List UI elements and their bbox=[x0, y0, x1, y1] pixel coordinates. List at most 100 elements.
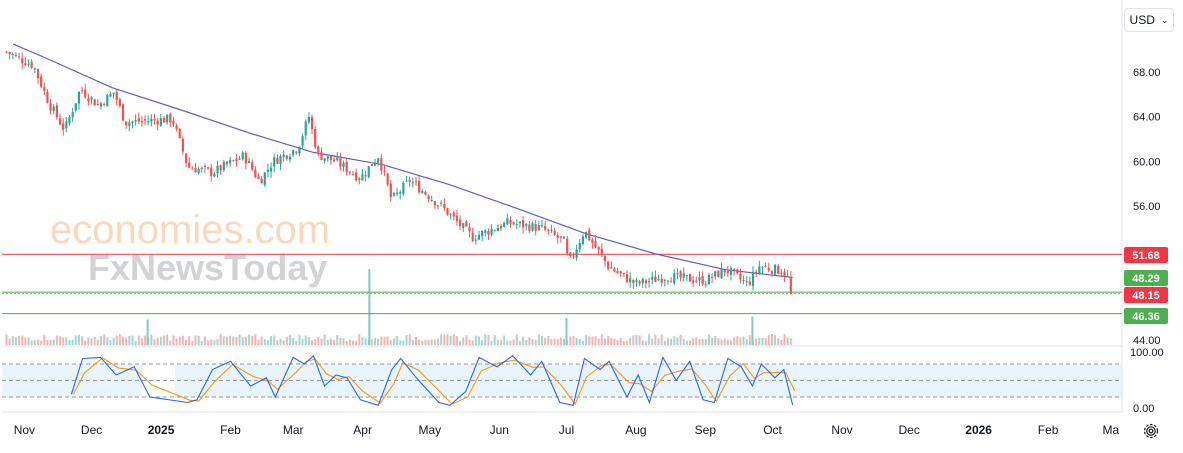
candle[interactable] bbox=[342, 160, 345, 172]
candle[interactable] bbox=[572, 252, 575, 260]
candle[interactable] bbox=[638, 279, 641, 287]
candle[interactable] bbox=[222, 159, 225, 173]
candle[interactable] bbox=[751, 266, 755, 291]
candle[interactable] bbox=[320, 147, 323, 161]
candle[interactable] bbox=[380, 153, 383, 175]
candle[interactable] bbox=[30, 59, 33, 70]
level-lines[interactable] bbox=[2, 253, 1122, 315]
candle[interactable] bbox=[452, 210, 455, 221]
candle[interactable] bbox=[203, 163, 207, 173]
candle[interactable] bbox=[21, 52, 24, 69]
candle[interactable] bbox=[68, 114, 71, 126]
candle[interactable] bbox=[125, 121, 128, 130]
candle[interactable] bbox=[704, 280, 707, 288]
candle[interactable] bbox=[635, 277, 638, 287]
candle[interactable] bbox=[632, 279, 635, 289]
candle[interactable] bbox=[77, 91, 81, 110]
candle[interactable] bbox=[254, 166, 257, 179]
candle[interactable] bbox=[364, 170, 367, 182]
candle[interactable] bbox=[314, 126, 317, 149]
candle[interactable] bbox=[745, 276, 748, 287]
candle[interactable] bbox=[225, 160, 229, 167]
candle[interactable] bbox=[24, 57, 27, 67]
candle[interactable] bbox=[43, 82, 46, 95]
candle[interactable] bbox=[421, 188, 424, 194]
candle[interactable] bbox=[758, 260, 761, 275]
candle[interactable] bbox=[692, 275, 695, 287]
candle[interactable] bbox=[714, 270, 717, 280]
candle[interactable] bbox=[273, 153, 276, 173]
candle[interactable] bbox=[46, 89, 49, 104]
candle[interactable] bbox=[493, 229, 496, 232]
candle[interactable] bbox=[87, 94, 90, 106]
candle[interactable] bbox=[339, 152, 342, 171]
candle[interactable] bbox=[458, 215, 462, 231]
candle[interactable] bbox=[414, 177, 418, 186]
candle[interactable] bbox=[33, 67, 36, 74]
stochastic-panel[interactable] bbox=[2, 354, 1122, 406]
candle[interactable] bbox=[27, 59, 30, 67]
candle[interactable] bbox=[336, 151, 339, 162]
candle[interactable] bbox=[213, 171, 216, 178]
candles[interactable] bbox=[5, 50, 792, 295]
candle[interactable] bbox=[166, 114, 169, 125]
candle[interactable] bbox=[424, 190, 427, 196]
gear-icon[interactable] bbox=[1140, 420, 1162, 442]
candle[interactable] bbox=[474, 234, 477, 245]
candle[interactable] bbox=[685, 274, 688, 281]
candle[interactable] bbox=[5, 50, 8, 54]
candle[interactable] bbox=[651, 271, 654, 285]
candle[interactable] bbox=[764, 262, 767, 268]
candle[interactable] bbox=[629, 272, 632, 288]
candle[interactable] bbox=[279, 154, 282, 171]
candle[interactable] bbox=[288, 153, 292, 163]
candle[interactable] bbox=[569, 251, 572, 259]
candle[interactable] bbox=[304, 119, 307, 141]
candle[interactable] bbox=[373, 158, 377, 167]
candle[interactable] bbox=[540, 219, 544, 228]
candle[interactable] bbox=[695, 276, 698, 283]
candle[interactable] bbox=[440, 200, 443, 207]
candle[interactable] bbox=[389, 180, 392, 202]
candle[interactable] bbox=[71, 107, 74, 122]
candle[interactable] bbox=[244, 150, 247, 170]
candle[interactable] bbox=[717, 270, 720, 278]
candle[interactable] bbox=[143, 115, 147, 126]
candle[interactable] bbox=[607, 260, 610, 271]
candle[interactable] bbox=[361, 169, 364, 181]
candle[interactable] bbox=[52, 104, 55, 115]
candle[interactable] bbox=[783, 268, 786, 282]
candle[interactable] bbox=[786, 269, 789, 278]
candle[interactable] bbox=[169, 112, 172, 127]
candle[interactable] bbox=[103, 102, 106, 107]
candle[interactable] bbox=[481, 230, 484, 242]
candle[interactable] bbox=[408, 176, 411, 187]
candle[interactable] bbox=[748, 276, 751, 287]
candle[interactable] bbox=[780, 269, 783, 278]
candle[interactable] bbox=[506, 213, 509, 225]
candle[interactable] bbox=[537, 220, 540, 231]
candle[interactable] bbox=[345, 158, 348, 176]
candle[interactable] bbox=[777, 264, 780, 275]
candle[interactable] bbox=[8, 51, 11, 60]
candle[interactable] bbox=[326, 155, 329, 162]
candle[interactable] bbox=[266, 163, 270, 178]
candle[interactable] bbox=[594, 235, 597, 249]
candle[interactable] bbox=[647, 277, 651, 288]
candle[interactable] bbox=[418, 174, 421, 194]
candle[interactable] bbox=[559, 236, 562, 243]
candle[interactable] bbox=[80, 86, 84, 94]
candle[interactable] bbox=[14, 51, 18, 58]
candle[interactable] bbox=[106, 93, 109, 107]
candle[interactable] bbox=[581, 234, 585, 246]
candle[interactable] bbox=[49, 99, 52, 115]
candle[interactable] bbox=[468, 223, 471, 238]
candle[interactable] bbox=[112, 92, 115, 99]
candle[interactable] bbox=[323, 158, 326, 164]
candle[interactable] bbox=[644, 278, 648, 289]
candle[interactable] bbox=[301, 133, 304, 149]
candle[interactable] bbox=[449, 212, 452, 220]
candle[interactable] bbox=[355, 168, 358, 182]
candle[interactable] bbox=[603, 255, 607, 267]
candle[interactable] bbox=[701, 271, 704, 286]
